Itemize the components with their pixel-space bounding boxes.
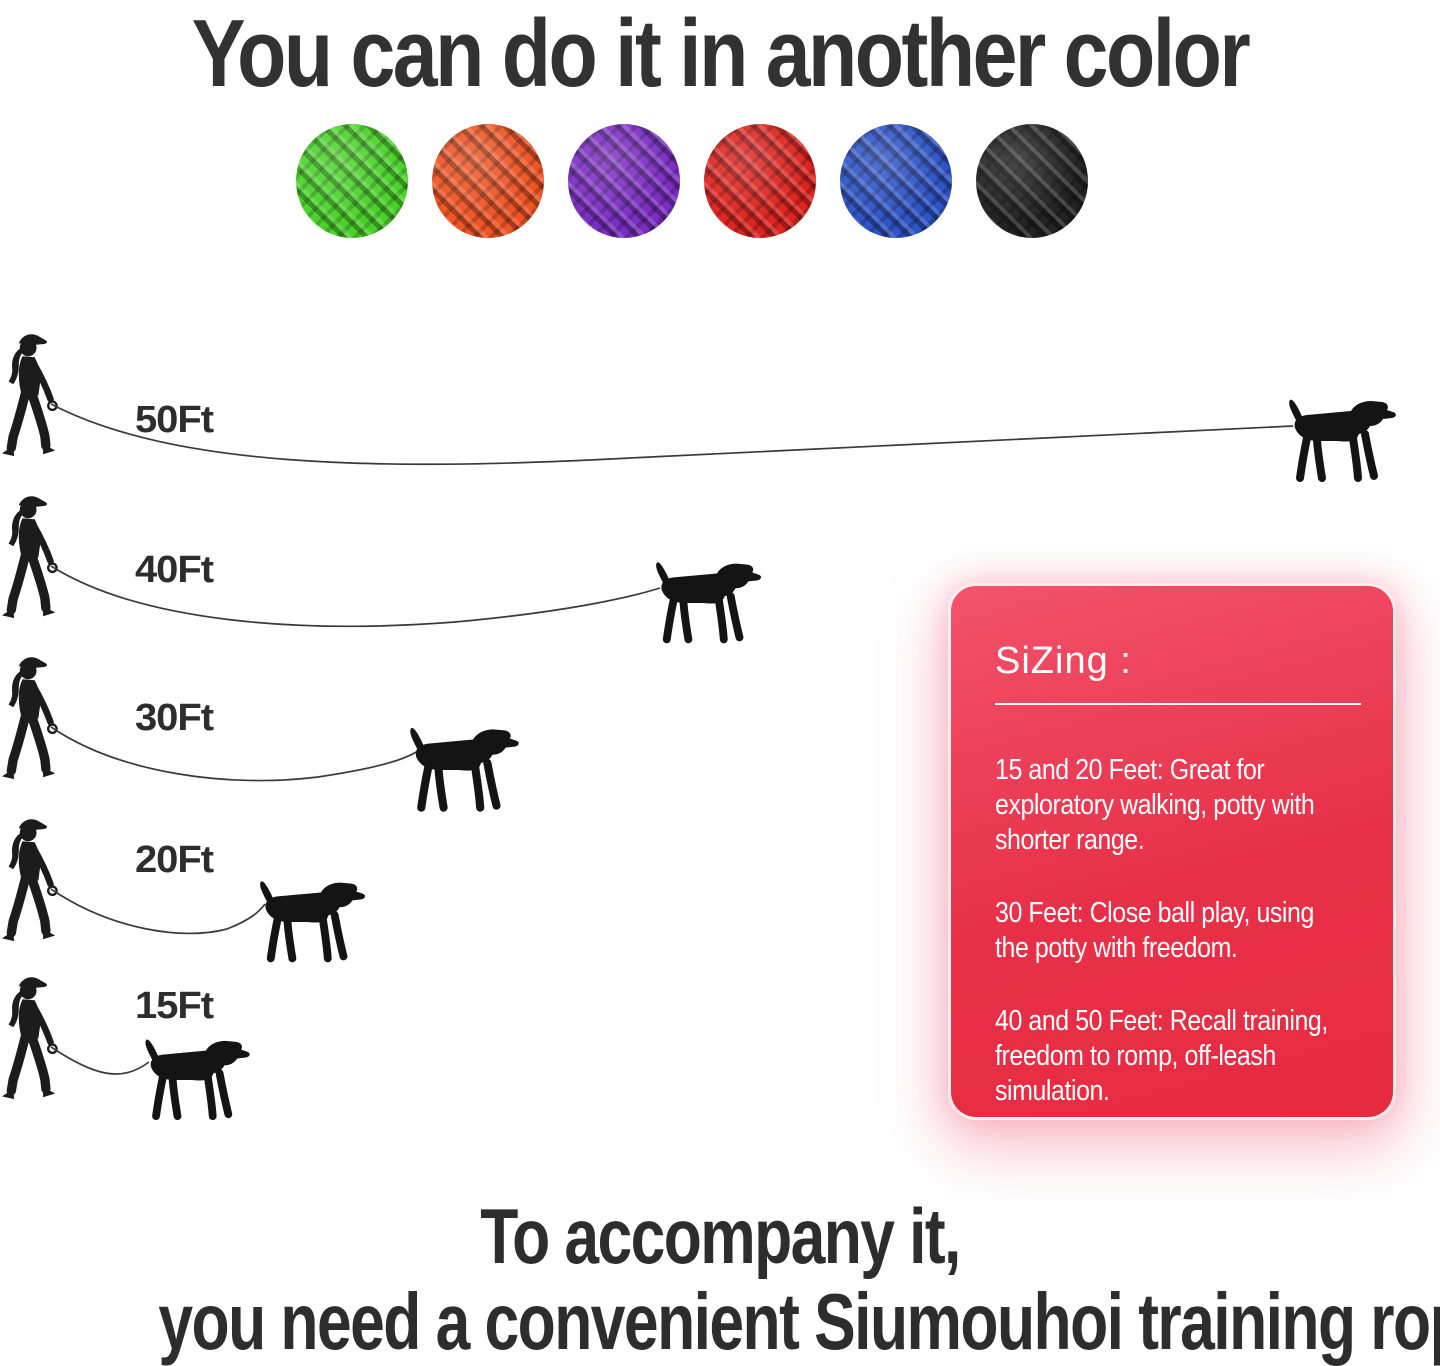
person-silhouette-icon [2,496,57,618]
leash-row-15ft: 15Ft [2,977,250,1116]
dog-silhouette-icon [145,1040,249,1117]
person-silhouette-icon [2,334,57,456]
footer-line-1: To accompany it, [480,1192,961,1280]
leash-row-40ft: 40Ft [2,496,761,639]
length-label: 20Ft [135,839,214,881]
sizing-item-medium: 30 Feet: Close ball play, using the pott… [995,896,1353,966]
sizing-item-short: 15 and 20 Feet: Great for exploratory wa… [995,753,1353,858]
page-title: You can do it in another color [191,0,1251,107]
footer-headline: To accompany it, you need a convenient S… [0,1192,1440,1366]
sizing-item-line: the potty with freedom. [995,932,1238,964]
dog-silhouette-icon [1289,400,1396,478]
leash-row-50ft: 50Ft [2,334,1396,478]
person-silhouette-icon [2,819,57,941]
color-swatch-purple [568,124,680,238]
dog-silhouette-icon [410,728,518,808]
sizing-item-line: 30 Feet: Close ball play, using [995,897,1314,929]
leash-line [50,1046,150,1075]
sizing-item-line: exploratory walking, potty with [995,789,1315,821]
sizing-card: SiZing : 15 and 20 Feet: Great for explo… [948,583,1396,1120]
leash-line [50,888,266,935]
length-label: 30Ft [135,697,214,739]
sizing-item-line: 15 and 20 Feet: Great for [995,754,1265,786]
sizing-item-line: 40 and 50 Feet: Recall training, [995,1005,1328,1037]
leash-line [50,403,1294,466]
footer-line-2: you need a convenient Siumouhoi training… [158,1276,1440,1366]
color-swatch-row [0,124,1412,238]
color-swatch-green [296,124,408,238]
color-swatch-orange [432,124,544,238]
length-label: 40Ft [135,549,214,591]
color-swatch-black [976,124,1088,238]
length-label: 15Ft [135,985,214,1027]
sizing-heading: SiZing : [995,640,1132,682]
leash-line [50,565,661,628]
sizing-item-line: simulation. [995,1075,1110,1107]
person-silhouette-icon [2,657,57,779]
dog-silhouette-icon [656,562,761,639]
sizing-divider [995,703,1361,705]
sizing-item-line: shorter range. [995,824,1145,856]
length-label: 50Ft [135,399,214,441]
color-swatch-red [704,124,816,238]
sizing-item-long: 40 and 50 Feet: Recall training, freedom… [995,1004,1353,1109]
leash-row-30ft: 30Ft [2,657,519,807]
leash-row-20ft: 20Ft [2,819,365,958]
person-silhouette-icon [2,977,57,1099]
leash-line [50,726,417,782]
dog-silhouette-icon [260,881,365,958]
sizing-item-line: freedom to romp, off-leash [995,1040,1276,1072]
color-swatch-blue [840,124,952,238]
